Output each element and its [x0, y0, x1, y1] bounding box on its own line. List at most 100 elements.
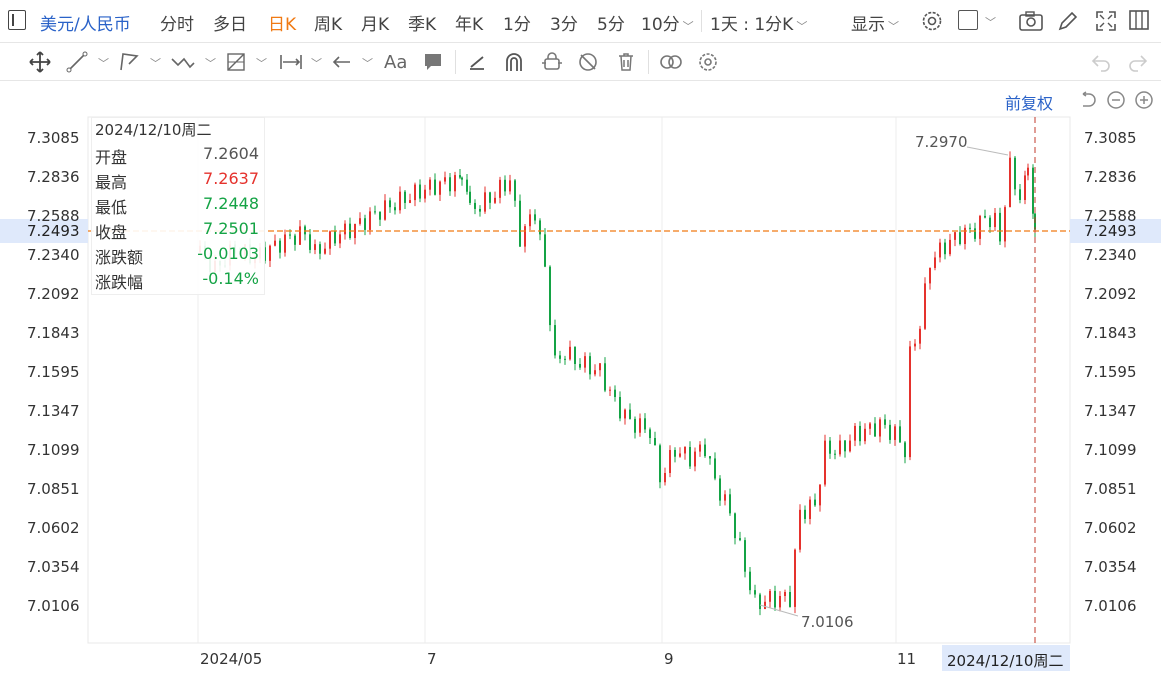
candle-body — [409, 200, 411, 203]
candle-body — [819, 484, 821, 506]
chevron-down-icon[interactable]: ﹀ — [98, 57, 109, 70]
candle-body — [374, 211, 376, 213]
y-axis-tick-right: 7.0106 — [1084, 597, 1137, 615]
candle-body — [889, 424, 891, 440]
candle-body — [414, 184, 416, 201]
chevron-down-icon[interactable]: ﹀ — [150, 57, 161, 70]
adjust-mode-link[interactable]: 前复权 — [1005, 94, 1054, 113]
candle-body — [634, 418, 636, 433]
candle-body — [964, 227, 966, 245]
candle-body — [499, 179, 501, 198]
polyline-tool-icon[interactable] — [118, 51, 140, 73]
candle-body — [264, 247, 266, 261]
candle-body — [934, 257, 936, 268]
y-axis-tick-left: 7.2836 — [27, 168, 80, 186]
period-zhouk[interactable]: 周K — [314, 15, 343, 35]
wave-tool-icon[interactable] — [170, 51, 196, 73]
reset-icon[interactable] — [1078, 90, 1098, 110]
layout-icon[interactable] — [8, 10, 26, 30]
fullscreen-icon[interactable] — [1094, 9, 1118, 33]
redo-icon[interactable] — [1127, 51, 1149, 73]
candle-body — [399, 191, 401, 211]
y-axis-tick-right: 7.2092 — [1084, 285, 1137, 303]
period-3min[interactable]: 3分 — [550, 15, 578, 35]
minute-select[interactable]: 10分 ﹀ — [641, 10, 694, 35]
note-icon[interactable] — [422, 51, 444, 73]
display-select[interactable]: 显示 ﹀ — [851, 10, 899, 35]
period-fenshi[interactable]: 分时 — [160, 15, 194, 35]
candle-body — [549, 266, 551, 326]
candle-body — [914, 343, 916, 347]
low-marker-label: 7.0106 — [801, 613, 854, 631]
candlestick-chart[interactable] — [0, 80, 1161, 682]
candle-body — [794, 549, 796, 607]
text-icon[interactable]: Aa — [384, 52, 408, 73]
arrow-icon[interactable] — [331, 51, 353, 73]
info-date: 2024/12/10周二 — [95, 121, 212, 139]
info-label: 涨跌额 — [95, 248, 144, 267]
candle-body — [899, 426, 901, 443]
y-axis-tick-left: 7.0106 — [27, 597, 80, 615]
y-axis-tick-left: 7.1843 — [27, 324, 80, 342]
toolbar-divider — [648, 50, 649, 74]
candle-body — [584, 356, 586, 368]
zoom-in-icon[interactable] — [1134, 90, 1154, 110]
delete-icon[interactable] — [615, 51, 637, 73]
magnet-icon[interactable] — [503, 51, 525, 73]
chevron-down-icon[interactable]: ﹀ — [985, 16, 996, 29]
brush-icon[interactable] — [466, 51, 488, 73]
candle-body — [394, 207, 396, 211]
candle-body — [924, 283, 926, 329]
minute-select-value: 10分 — [641, 15, 680, 35]
measure-icon[interactable] — [278, 51, 304, 73]
candle-body — [564, 358, 566, 360]
chevron-down-icon[interactable]: ﹀ — [205, 57, 216, 70]
symbol-name[interactable]: 美元/人民币 — [40, 15, 131, 35]
chevron-down-icon[interactable]: ﹀ — [311, 57, 322, 70]
period-niank[interactable]: 年K — [455, 15, 484, 35]
fib-tool-icon[interactable] — [225, 51, 247, 73]
candle-body — [744, 540, 746, 572]
info-value: 7.2501 — [203, 219, 259, 238]
camera-icon[interactable] — [1018, 9, 1044, 33]
candle-body — [989, 217, 991, 228]
grid-icon[interactable] — [1128, 9, 1150, 31]
candle-body — [474, 202, 476, 209]
line-tool-icon[interactable] — [66, 51, 88, 73]
period-1min[interactable]: 1分 — [503, 15, 531, 35]
zoom-out-icon[interactable] — [1106, 90, 1126, 110]
undo-icon[interactable] — [1090, 51, 1112, 73]
link-icon[interactable] — [658, 51, 684, 73]
lock-icon[interactable] — [540, 51, 564, 73]
period-duori[interactable]: 多日 — [213, 15, 247, 35]
candle-body — [329, 231, 331, 249]
candle-body — [434, 179, 436, 195]
candle-body — [824, 440, 826, 485]
period-rik[interactable]: 日K — [268, 15, 297, 35]
candle-body — [449, 177, 451, 192]
period-yuek[interactable]: 月K — [361, 15, 390, 35]
candle-body — [704, 444, 706, 457]
info-value: 7.2448 — [203, 194, 259, 213]
multi-period-value: 1天 : 1分K — [710, 15, 794, 35]
multi-period-select[interactable]: 1天 : 1分K ﹀ — [710, 10, 807, 35]
pencil-icon[interactable] — [1056, 9, 1080, 33]
checkbox-icon[interactable] — [958, 10, 978, 30]
chevron-down-icon[interactable]: ﹀ — [362, 57, 373, 70]
period-jik[interactable]: 季K — [408, 15, 437, 35]
move-icon[interactable] — [28, 50, 52, 74]
candle-body — [829, 440, 831, 454]
candle-body — [534, 214, 536, 221]
y-axis-tick-right: 7.0602 — [1084, 519, 1137, 537]
candle-body — [589, 356, 591, 375]
candle-body — [854, 425, 856, 441]
settings-icon[interactable] — [920, 9, 944, 33]
hide-icon[interactable] — [577, 51, 599, 73]
chevron-down-icon[interactable]: ﹀ — [256, 57, 267, 70]
candle-body — [929, 267, 931, 284]
candle-body — [649, 429, 651, 439]
gear-icon[interactable] — [697, 51, 719, 73]
period-5min[interactable]: 5分 — [597, 15, 625, 35]
candle-body — [699, 444, 701, 452]
candle-body — [754, 590, 756, 595]
